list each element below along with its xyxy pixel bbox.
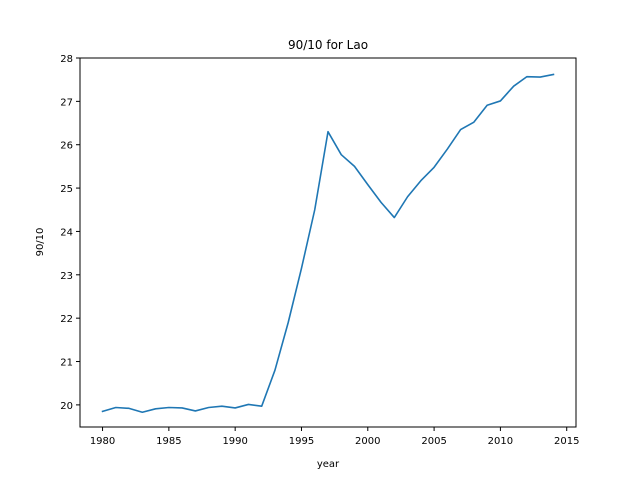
- data-point: [419, 179, 423, 183]
- data-point: [233, 406, 237, 410]
- y-axis-label: 90/10: [35, 228, 46, 257]
- y-tick-label: 27: [60, 97, 73, 108]
- y-tick-label: 22: [60, 314, 73, 325]
- y-tick-label: 20: [60, 401, 73, 412]
- data-point: [180, 406, 184, 410]
- axes-layer: 1980 1985 1990 1995 2000 2005 2010 2015 20 21 22 23…: [60, 54, 579, 447]
- x-tick-label: 1995: [289, 436, 314, 447]
- data-point: [313, 208, 317, 212]
- data-point: [127, 406, 131, 410]
- chart-title: 90/10 for Lao: [288, 38, 368, 52]
- data-point: [406, 195, 410, 199]
- data-point: [379, 200, 383, 204]
- data-point: [392, 216, 396, 220]
- data-point: [472, 120, 476, 124]
- series-line-0: [101, 73, 555, 414]
- y-tick-label: 24: [60, 227, 73, 238]
- y-tick-label: 21: [60, 358, 73, 369]
- data-point: [286, 321, 290, 325]
- data-point: [326, 130, 330, 134]
- data-point: [207, 405, 211, 409]
- data-point: [339, 153, 343, 157]
- y-tick-label: 26: [60, 141, 73, 152]
- data-point: [525, 75, 529, 79]
- data-point: [299, 266, 303, 270]
- series-layer: [101, 72, 555, 414]
- x-tick-label: 2000: [355, 436, 380, 447]
- data-point: [485, 103, 489, 107]
- x-tick-label: 1990: [222, 436, 247, 447]
- data-point: [154, 407, 158, 411]
- data-point: [273, 368, 277, 372]
- data-point: [114, 405, 118, 409]
- x-tick-label: 1980: [90, 436, 115, 447]
- data-point: [551, 72, 555, 76]
- y-tick-label: 23: [60, 271, 73, 282]
- data-point: [366, 183, 370, 187]
- x-tick-label: 2010: [488, 436, 513, 447]
- y-tick-label: 25: [60, 184, 73, 195]
- data-point: [101, 409, 105, 413]
- data-point: [260, 404, 264, 408]
- data-point: [498, 99, 502, 103]
- data-point: [167, 405, 171, 409]
- x-tick-label: 2015: [554, 436, 579, 447]
- plot-frame: [79, 57, 577, 428]
- y-tick-label: 28: [60, 54, 73, 65]
- data-point: [193, 409, 197, 413]
- data-point: [246, 402, 250, 406]
- x-axis-label: year: [317, 459, 340, 470]
- data-point: [432, 165, 436, 169]
- data-point: [445, 147, 449, 151]
- x-tick-label: 1985: [156, 436, 181, 447]
- x-tick-label: 2005: [421, 436, 446, 447]
- data-point: [140, 410, 144, 414]
- data-point: [353, 164, 357, 168]
- data-point: [538, 75, 542, 79]
- data-point: [220, 404, 224, 408]
- data-point: [459, 128, 463, 132]
- data-point: [512, 84, 516, 88]
